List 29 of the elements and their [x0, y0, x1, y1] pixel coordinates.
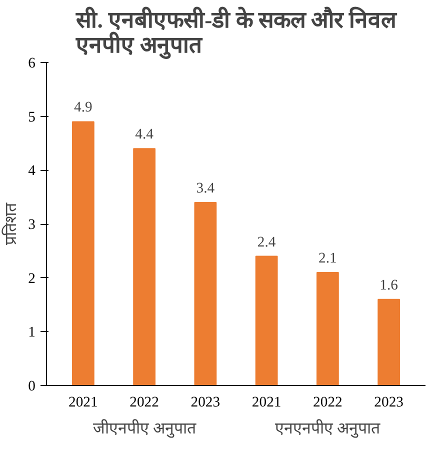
data-label: 2.1: [318, 250, 337, 266]
y-tick-label: 6: [28, 56, 36, 72]
x-tick-label: 2023: [190, 394, 220, 410]
bar: [378, 298, 400, 386]
text: एनएनपीए अनुपात: [275, 418, 382, 438]
x-tick-label: 2022: [130, 394, 159, 410]
bar: [316, 272, 339, 386]
y-tick-label: 1: [28, 324, 36, 341]
y-axis-title: प्रतिशत: [1, 202, 20, 245]
bar: [194, 202, 217, 386]
data-label: 1.6: [380, 277, 398, 294]
y-tick-label: 0: [28, 378, 36, 394]
y-tick-label: 4: [28, 163, 36, 180]
y-tick-label: 5: [28, 109, 36, 126]
x-tick-label: 2022: [313, 394, 342, 410]
x-tick-label: 2021: [68, 394, 98, 410]
data-label: 2.4: [257, 234, 276, 250]
data-label: 4.4: [135, 126, 154, 143]
data-label: 4.9: [74, 100, 92, 116]
x-tick-label: 2021: [252, 394, 282, 410]
text: जीएनपीए अनुपात: [92, 418, 197, 438]
x-tick-label: 2023: [374, 394, 404, 410]
y-tick-label: 2: [28, 270, 36, 287]
y-tick-label: 3: [28, 217, 36, 233]
chart-title: सी. एनबीएफसी-डी के सकल और निवल एनपीए अनुपात: [75, 6, 398, 60]
bar: [133, 148, 156, 386]
bar: [255, 256, 278, 386]
data-label: 3.4: [196, 180, 216, 196]
bar: [72, 121, 94, 386]
